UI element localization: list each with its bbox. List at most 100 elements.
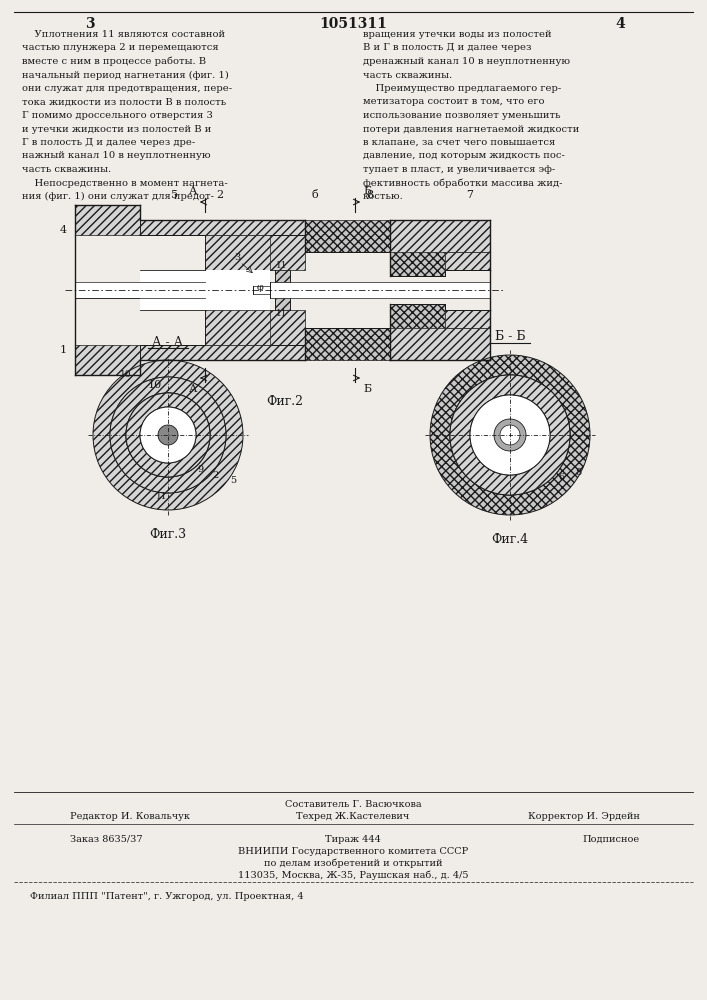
Text: Фиг.3: Фиг.3 (149, 528, 187, 541)
Text: они служат для предотвращения, пере-: они служат для предотвращения, пере- (22, 84, 232, 93)
Text: 8: 8 (575, 468, 581, 477)
Text: Заказ 8635/37: Заказ 8635/37 (70, 835, 143, 844)
Text: А: А (189, 384, 197, 394)
Text: 2: 2 (216, 190, 223, 200)
Text: Составитель Г. Васючкова: Составитель Г. Васючкова (285, 800, 421, 809)
Polygon shape (75, 345, 140, 375)
Text: 7: 7 (467, 190, 474, 200)
Polygon shape (270, 310, 305, 345)
Text: вместе с ним в процессе работы. В: вместе с ним в процессе работы. В (22, 57, 206, 66)
Circle shape (126, 393, 210, 477)
Polygon shape (275, 298, 290, 310)
Text: Уплотнения 11 являются составной: Уплотнения 11 являются составной (22, 30, 225, 39)
Bar (75, 282, 490, 298)
Polygon shape (390, 328, 490, 360)
Text: 5: 5 (230, 476, 236, 485)
Text: по делам изобретений и открытий: по делам изобретений и открытий (264, 859, 443, 868)
Text: 11: 11 (276, 310, 288, 318)
Bar (140, 270, 270, 310)
Text: 2: 2 (212, 471, 218, 480)
Wedge shape (430, 355, 590, 515)
Text: Б: Б (363, 186, 371, 196)
Polygon shape (390, 304, 445, 328)
Text: 10: 10 (148, 380, 162, 390)
Text: дренажный канал 10 в неуплотненную: дренажный канал 10 в неуплотненную (363, 57, 570, 66)
Text: Подписное: Подписное (583, 835, 640, 844)
Text: 11: 11 (276, 261, 288, 270)
Text: Б - Б: Б - Б (495, 330, 525, 344)
Bar (75, 282, 205, 298)
Text: б: б (312, 190, 318, 200)
Text: фективность обработки массива жид-: фективность обработки массива жид- (363, 178, 563, 188)
Text: Техред Ж.Кастелевич: Техред Ж.Кастелевич (296, 812, 409, 821)
Text: 9: 9 (197, 465, 203, 474)
Text: Редактор И. Ковальчук: Редактор И. Ковальчук (70, 812, 190, 821)
Text: Корректор И. Эрдейн: Корректор И. Эрдейн (528, 812, 640, 821)
Text: ния (фиг. 1) они служат для предот-: ния (фиг. 1) они служат для предот- (22, 192, 214, 201)
Text: 6: 6 (558, 473, 564, 482)
Text: часть скважины.: часть скважины. (363, 70, 452, 80)
Text: давление, под которым жидкость пос-: давление, под которым жидкость пос- (363, 151, 565, 160)
Text: вращения утечки воды из полостей: вращения утечки воды из полостей (363, 30, 551, 39)
Text: в клапане, за счет чего повышается: в клапане, за счет чего повышается (363, 138, 555, 147)
Text: Б: Б (363, 384, 371, 394)
Text: А: А (189, 186, 197, 196)
Text: часть скважины.: часть скважины. (22, 165, 111, 174)
Text: Г в полость Д и далее через дре-: Г в полость Д и далее через дре- (22, 138, 195, 147)
Text: 5: 5 (171, 190, 179, 200)
Text: Г помимо дроссельного отверстия 3: Г помимо дроссельного отверстия 3 (22, 111, 213, 120)
Polygon shape (445, 252, 490, 270)
Wedge shape (450, 375, 570, 495)
Text: φ: φ (257, 284, 264, 292)
Polygon shape (140, 345, 305, 360)
Circle shape (158, 425, 178, 445)
Text: использование позволяет уменьшить: использование позволяет уменьшить (363, 111, 561, 120)
Text: костью.: костью. (363, 192, 404, 201)
Polygon shape (390, 220, 490, 252)
Text: 4: 4 (615, 17, 625, 31)
Wedge shape (110, 377, 226, 493)
Wedge shape (93, 360, 243, 510)
Polygon shape (205, 235, 275, 270)
Text: 1051311: 1051311 (319, 17, 387, 31)
Text: А - А: А - А (153, 336, 184, 349)
Text: тока жидкости из полости В в полость: тока жидкости из полости В в полость (22, 98, 226, 106)
Polygon shape (390, 252, 445, 276)
Polygon shape (75, 205, 140, 235)
Circle shape (500, 425, 520, 445)
Polygon shape (275, 270, 290, 282)
Text: 8: 8 (366, 190, 373, 200)
Text: ВНИИПИ Государственного комитета СССР: ВНИИПИ Государственного комитета СССР (238, 847, 468, 856)
Text: метизатора состоит в том, что его: метизатора состоит в том, что его (363, 98, 544, 106)
Polygon shape (445, 310, 490, 328)
Text: начальный период нагнетания (фиг. 1): начальный период нагнетания (фиг. 1) (22, 70, 229, 80)
Text: В и Г в полость Д и далее через: В и Г в полость Д и далее через (363, 43, 532, 52)
Text: и утечки жидкости из полостей В и: и утечки жидкости из полостей В и (22, 124, 211, 133)
Text: Филиал ППП "Патент", г. Ужгород, ул. Проектная, 4: Филиал ППП "Патент", г. Ужгород, ул. Про… (30, 892, 303, 901)
Polygon shape (305, 328, 390, 360)
Text: частью плунжера 2 и перемещаются: частью плунжера 2 и перемещаются (22, 43, 218, 52)
Text: 113035, Москва, Ж-35, Раушская наб., д. 4/5: 113035, Москва, Ж-35, Раушская наб., д. … (238, 871, 468, 880)
Polygon shape (305, 220, 390, 252)
Circle shape (140, 407, 196, 463)
Text: Фиг.4: Фиг.4 (491, 533, 529, 546)
Text: Непосредственно в момент нагнета-: Непосредственно в момент нагнета- (22, 178, 228, 188)
Wedge shape (126, 393, 210, 477)
Text: 3: 3 (85, 17, 95, 31)
Text: потери давления нагнетаемой жидкости: потери давления нагнетаемой жидкости (363, 124, 579, 133)
Text: 4: 4 (60, 225, 67, 235)
Circle shape (494, 419, 526, 451)
Text: Тираж 444: Тираж 444 (325, 835, 381, 844)
Text: Фиг.2: Фиг.2 (267, 395, 303, 408)
Polygon shape (205, 310, 275, 345)
Text: 10: 10 (120, 370, 132, 379)
Polygon shape (140, 220, 305, 235)
Polygon shape (270, 235, 305, 270)
Text: нажный канал 10 в неуплотненную: нажный канал 10 в неуплотненную (22, 151, 211, 160)
Text: Преимущество предлагаемого гер-: Преимущество предлагаемого гер- (363, 84, 561, 93)
Text: тупает в пласт, и увеличивается эф-: тупает в пласт, и увеличивается эф- (363, 165, 555, 174)
Text: 3: 3 (234, 253, 240, 262)
Text: 11: 11 (156, 492, 168, 501)
Circle shape (470, 395, 550, 475)
Text: 1: 1 (60, 345, 67, 355)
